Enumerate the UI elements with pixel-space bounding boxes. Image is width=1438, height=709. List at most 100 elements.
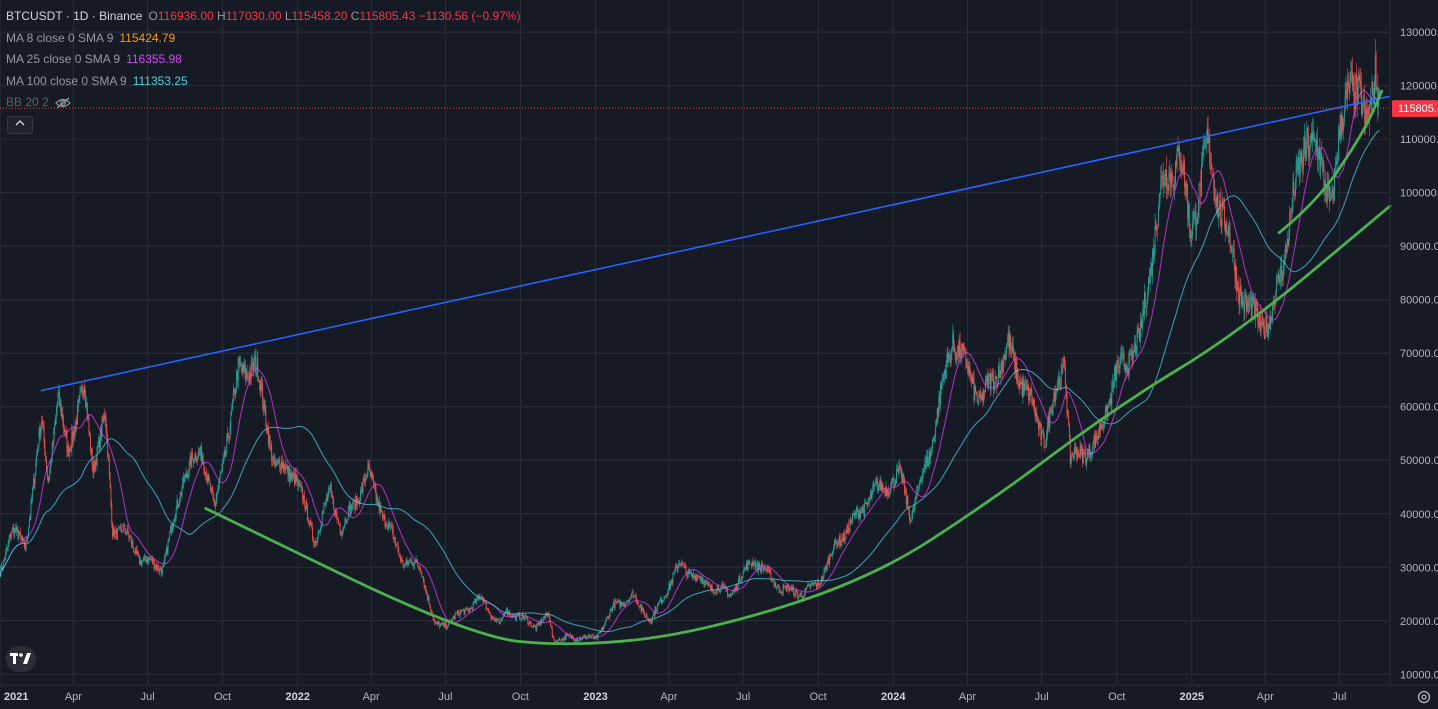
candle-body: [250, 362, 252, 379]
candle-body: [406, 560, 408, 564]
candle-body: [93, 461, 95, 473]
tradingview-logo[interactable]: [6, 646, 36, 672]
candle-body: [186, 474, 188, 478]
candle-body: [212, 489, 214, 496]
candle-body: [860, 511, 862, 518]
candle-body: [738, 575, 740, 581]
candle-body: [878, 484, 880, 487]
candle-body: [1020, 381, 1021, 385]
candle-body: [799, 594, 801, 597]
candle-body: [762, 563, 764, 567]
candle-body: [211, 487, 213, 490]
candle-body: [709, 585, 711, 586]
legend-ma100-row[interactable]: MA 100 close 0 SMA 9 111353.25: [6, 71, 520, 93]
candle-body: [1262, 316, 1264, 322]
candle-body: [1009, 335, 1011, 350]
candle-body: [1175, 161, 1177, 166]
candle-body: [329, 488, 331, 490]
candle-body: [455, 613, 457, 615]
candle-body: [99, 437, 100, 449]
candle-body: [1346, 90, 1348, 99]
candle-body: [284, 469, 286, 471]
candle-body: [452, 618, 454, 622]
chart-legend: BTCUSDT · 1D · Binance O 116936.00 H 11703…: [6, 6, 520, 114]
candle-body: [967, 365, 968, 368]
candle-body: [463, 610, 465, 615]
candle-body: [752, 561, 754, 566]
candle-body: [674, 566, 676, 571]
candle-body: [931, 448, 933, 450]
candle-body: [327, 494, 329, 500]
legend-ma25-row[interactable]: MA 25 close 0 SMA 9 116355.98: [6, 49, 520, 71]
candle-body: [727, 594, 729, 597]
candle-body: [46, 459, 47, 470]
candle-body: [84, 386, 86, 398]
candle-body: [832, 551, 834, 556]
candle-body: [254, 355, 256, 370]
candle-body: [366, 475, 368, 478]
price-axis[interactable]: 130000.00120000.00110000.00100000.009000…: [1389, 0, 1438, 685]
short-term-support-curve: [1277, 89, 1384, 235]
candle-body: [656, 609, 658, 612]
candle-body: [958, 340, 960, 357]
candle-body: [633, 595, 635, 598]
candle-body: [626, 602, 627, 604]
candle-body: [816, 583, 817, 588]
hidden-eye-icon[interactable]: [54, 97, 71, 109]
candle-body: [905, 489, 906, 494]
candle-body: [266, 426, 268, 434]
candle-body: [384, 515, 386, 527]
candle-body: [805, 588, 807, 590]
candle-body: [1374, 55, 1376, 82]
candle-body: [1200, 182, 1202, 197]
candle-body: [776, 587, 778, 589]
candle-body: [785, 585, 787, 592]
time-axis[interactable]: 2021 Apr Jul Oct 2022 Apr Jul Oct 2023 Apr Jul Oct 2…: [0, 684, 1438, 703]
candle-body: [70, 450, 72, 452]
candle-body: [734, 588, 736, 591]
candle-body: [217, 488, 219, 493]
legend-ma8-row[interactable]: MA 8 close 0 SMA 9 115424.79: [6, 28, 520, 50]
candle-body: [842, 538, 844, 542]
gear-icon[interactable]: [1416, 689, 1432, 705]
legend-symbol-row[interactable]: BTCUSDT · 1D · Binance O 116936.00 H 11703…: [6, 6, 520, 28]
candle-body: [688, 569, 690, 574]
candle-body: [870, 493, 872, 499]
candle-body: [1334, 164, 1336, 169]
candle-body: [918, 487, 919, 488]
candle-body: [123, 524, 125, 526]
candle-body: [1030, 389, 1032, 394]
candle-body: [955, 356, 957, 360]
legend-bb-row[interactable]: BB 20 2: [6, 92, 520, 114]
candle-body: [971, 375, 973, 384]
candle-body: [237, 358, 239, 381]
candle-body: [639, 605, 641, 607]
candle-body: [964, 348, 966, 350]
candle-body: [635, 596, 637, 602]
candle-body: [781, 592, 783, 594]
candle-body: [741, 577, 742, 581]
candle-body: [979, 390, 981, 394]
time-tick-label: 2021: [4, 691, 28, 703]
candle-body: [838, 542, 840, 545]
candle-body: [229, 427, 231, 439]
candle-body: [531, 626, 533, 628]
candle-body: [462, 610, 463, 611]
candle-body: [724, 585, 726, 589]
candle-body: [431, 611, 432, 614]
candle-body: [1268, 324, 1269, 338]
candle-body: [1053, 392, 1055, 400]
candle-body: [1055, 391, 1057, 402]
collapse-legend-button[interactable]: [7, 116, 33, 134]
candle-body: [7, 543, 9, 549]
candle-body: [569, 634, 571, 636]
candle-body: [692, 573, 694, 578]
candle-body: [930, 449, 932, 459]
candle-body: [457, 610, 459, 614]
symbol-title[interactable]: BTCUSDT · 1D · Binance: [6, 9, 143, 23]
candle-body: [1188, 203, 1190, 229]
candle-body: [959, 340, 961, 359]
candle-body: [1335, 163, 1337, 165]
candle-body: [976, 394, 978, 402]
